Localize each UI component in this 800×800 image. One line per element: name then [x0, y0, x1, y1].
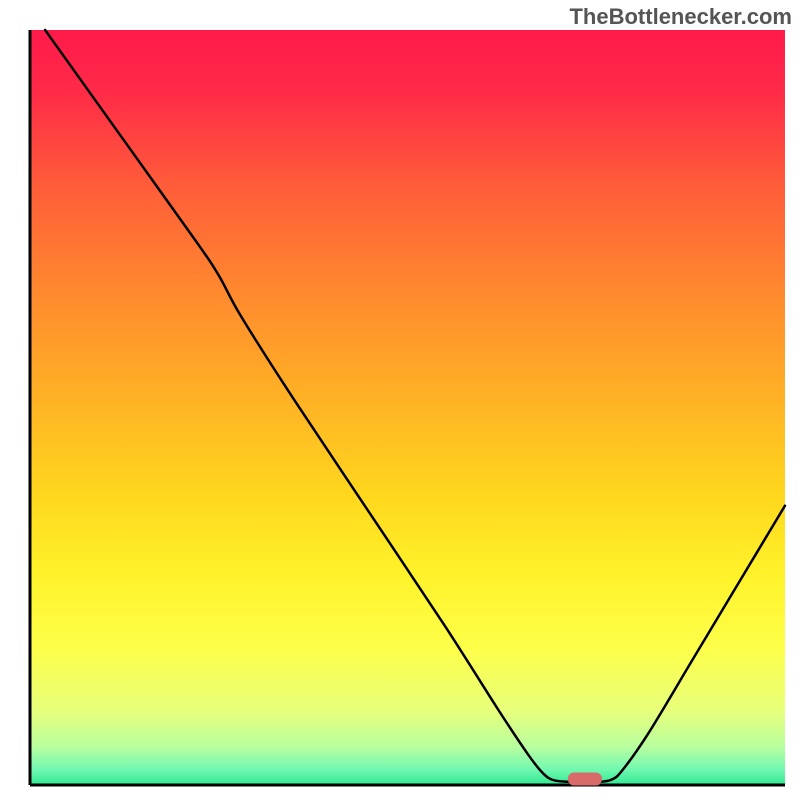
- plot-background: [30, 30, 785, 785]
- bottleneck-chart: TheBottlenecker.com: [0, 0, 800, 800]
- optimal-marker: [568, 772, 602, 785]
- watermark-label: TheBottlenecker.com: [569, 4, 792, 30]
- chart-svg: [0, 0, 800, 800]
